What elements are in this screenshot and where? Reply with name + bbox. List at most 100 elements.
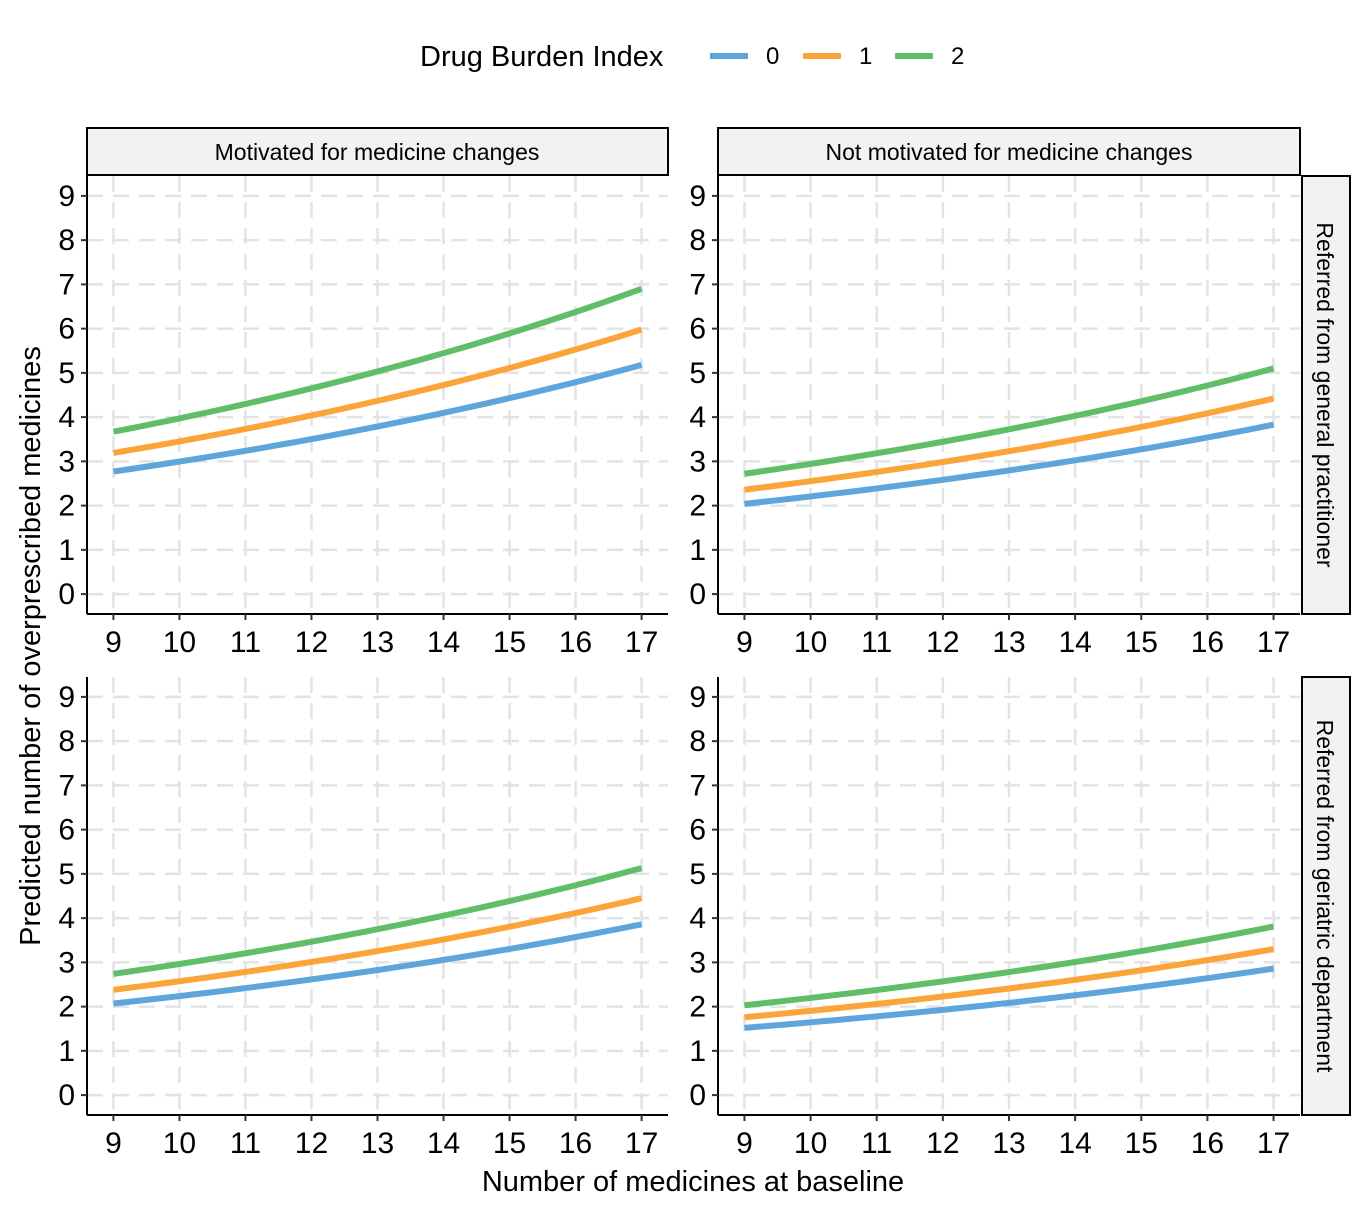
legend-label-0: 0: [766, 43, 779, 70]
series-line-dbi-2: [744, 365, 1275, 477]
x-tick-label: 12: [295, 626, 328, 659]
y-tick-label: 8: [58, 224, 75, 257]
series-line-dbi-0: [113, 921, 643, 1007]
y-tick-label: 4: [689, 902, 706, 935]
series-line-dbi-1: [744, 946, 1275, 1021]
y-tick-label: 5: [689, 858, 706, 891]
x-tick-label: 17: [625, 626, 658, 659]
y-tick-label: 5: [58, 357, 75, 390]
x-tick-label: 9: [736, 626, 753, 659]
y-tick-label: 8: [689, 224, 706, 257]
series-line-dbi-0: [112, 362, 643, 475]
y-tick-label: 6: [689, 313, 706, 346]
x-tick-label: 9: [736, 1127, 753, 1160]
x-tick-label: 14: [427, 1127, 460, 1160]
series-line-dbi-1: [744, 395, 1275, 493]
x-tick-label: 10: [794, 626, 827, 659]
legend-title: Drug Burden Index: [420, 41, 664, 73]
y-tick-label: 7: [58, 769, 75, 802]
y-tick-label: 8: [58, 725, 75, 758]
y-tick-label: 0: [58, 1079, 75, 1112]
x-tick-label: 10: [794, 1127, 827, 1160]
legend: Drug Burden Index 0 1 2: [420, 41, 964, 73]
panel-2-grid: [718, 176, 1300, 614]
y-tick-label: 9: [58, 180, 75, 213]
x-tick-label: 15: [1125, 1127, 1158, 1160]
x-tick-label: 12: [295, 1127, 328, 1160]
series-line-dbi-0: [744, 965, 1274, 1031]
y-tick-label: 5: [58, 858, 75, 891]
x-tick-label: 16: [1191, 626, 1224, 659]
y-tick-label: 2: [689, 490, 706, 523]
y-tick-label: 9: [689, 180, 706, 213]
y-tick-label: 0: [689, 578, 706, 611]
y-tick-label: 2: [58, 490, 75, 523]
x-tick-label: 9: [105, 626, 122, 659]
x-tick-label: 10: [163, 626, 196, 659]
x-tick-label: 12: [926, 626, 959, 659]
y-tick-label: 3: [58, 445, 75, 478]
y-tick-label: 6: [58, 814, 75, 847]
strip-row-1-label: Referred from general practitioner: [1312, 222, 1338, 567]
x-tick-label: 16: [559, 626, 592, 659]
x-tick-label: 17: [625, 1127, 658, 1160]
x-tick-label: 15: [1125, 626, 1158, 659]
y-tick-label: 0: [689, 1079, 706, 1112]
x-tick-label: 17: [1257, 626, 1290, 659]
y-tick-label: 1: [58, 1035, 75, 1068]
y-tick-label: 7: [689, 769, 706, 802]
y-tick-label: 9: [689, 681, 706, 714]
x-tick-label: 14: [1058, 626, 1091, 659]
x-tick-label: 14: [427, 626, 460, 659]
y-tick-label: 2: [689, 991, 706, 1024]
series-line-dbi-2: [112, 865, 643, 977]
y-tick-label: 4: [689, 401, 706, 434]
y-tick-label: 3: [689, 946, 706, 979]
x-tick-label: 12: [926, 1127, 959, 1160]
y-tick-label: 1: [689, 1035, 706, 1068]
y-tick-label: 9: [58, 681, 75, 714]
y-tick-label: 0: [58, 578, 75, 611]
x-tick-label: 14: [1058, 1127, 1091, 1160]
strip-row-2-label: Referred from geriatric department: [1312, 720, 1338, 1073]
x-tick-label: 15: [493, 626, 526, 659]
y-tick-label: 4: [58, 401, 75, 434]
strip-col-1: Motivated for medicine changes: [86, 127, 669, 176]
y-tick-label: 2: [58, 991, 75, 1024]
y-tick-label: 6: [58, 313, 75, 346]
series-line-dbi-2: [744, 923, 1275, 1009]
x-axis-title: Number of medicines at baseline: [482, 1166, 904, 1198]
strip-row-2: Referred from geriatric department: [1301, 676, 1351, 1116]
y-axis-title: Predicted number of overprescribed medic…: [15, 346, 47, 946]
x-tick-label: 13: [361, 1127, 394, 1160]
series-line-dbi-1: [113, 895, 643, 993]
legend-label-1: 1: [859, 43, 872, 70]
panel-4-grid: [718, 677, 1300, 1115]
strip-col-1-label: Motivated for medicine changes: [215, 139, 540, 165]
strip-col-2-label: Not motivated for medicine changes: [826, 139, 1193, 165]
x-tick-label: 17: [1257, 1127, 1290, 1160]
legend-label-2: 2: [951, 43, 964, 70]
x-tick-label: 15: [493, 1127, 526, 1160]
panel-1-grid: [87, 176, 668, 614]
x-tick-label: 16: [1191, 1127, 1224, 1160]
panel-3-grid: [87, 677, 668, 1115]
y-tick-label: 1: [58, 534, 75, 567]
strip-col-2: Not motivated for medicine changes: [717, 127, 1301, 176]
x-tick-label: 11: [861, 626, 892, 659]
x-tick-label: 11: [861, 1127, 892, 1160]
series-line-dbi-1: [112, 326, 643, 456]
y-tick-label: 1: [689, 534, 706, 567]
x-tick-label: 13: [992, 1127, 1025, 1160]
x-tick-label: 13: [992, 626, 1025, 659]
y-tick-label: 6: [689, 814, 706, 847]
series-line-dbi-2: [112, 285, 643, 435]
y-tick-label: 4: [58, 902, 75, 935]
x-tick-label: 11: [230, 626, 261, 659]
